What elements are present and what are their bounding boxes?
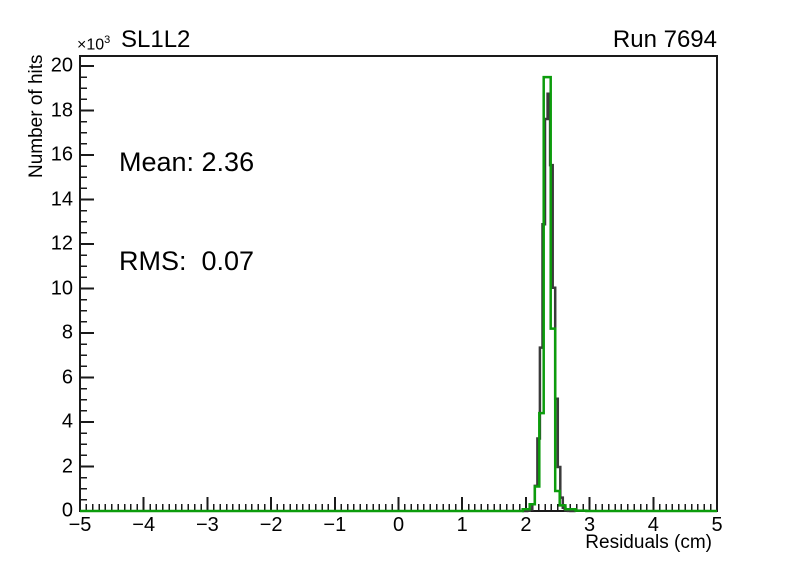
y-tick-label: 18 <box>50 99 73 121</box>
y-tick-label: 6 <box>61 366 73 388</box>
x-tick-label: −3 <box>195 514 219 536</box>
y-tick-label: 14 <box>50 188 73 210</box>
y-tick-label: 20 <box>50 54 73 77</box>
y-tick-label: 2 <box>61 455 73 477</box>
stat-mean: Mean: 2.36 <box>119 147 255 177</box>
y-exponent-base: ×10 <box>77 36 105 54</box>
x-tick-label: −2 <box>259 514 283 536</box>
y-tick-label: 12 <box>50 232 73 255</box>
hits-histogram <box>80 75 717 513</box>
run-number-label: Run 7694 <box>612 26 717 53</box>
x-tick-label: −1 <box>323 514 347 536</box>
page-title: SL1L2 <box>121 26 191 53</box>
x-tick-label: −5 <box>68 514 92 536</box>
stats-text: Mean: 2.36 RMS: 0.07 <box>119 80 254 344</box>
y-tick-label: 0 <box>61 499 73 522</box>
x-tick-label: 3 <box>584 514 596 536</box>
y-tick-label: 4 <box>61 410 73 433</box>
fit-histogram <box>522 92 576 513</box>
y-tick-label: 10 <box>50 277 73 299</box>
x-tick-label: 2 <box>520 514 532 536</box>
y-axis-title: Number of hits <box>26 54 47 178</box>
x-tick-label: −4 <box>132 514 156 536</box>
x-tick-label: 0 <box>392 514 405 536</box>
y-exponent-power: 3 <box>104 34 111 46</box>
y-axis-exponent: ×103 <box>77 34 110 54</box>
y-tick-label: 8 <box>61 321 73 344</box>
x-tick-label: 1 <box>456 514 468 536</box>
x-tick-label: 4 <box>647 514 659 536</box>
y-tick-label: 16 <box>50 143 73 166</box>
x-axis-title: Residuals (cm) <box>585 532 712 553</box>
stat-rms: RMS: 0.07 <box>119 246 255 276</box>
x-tick-label: 5 <box>711 514 723 536</box>
